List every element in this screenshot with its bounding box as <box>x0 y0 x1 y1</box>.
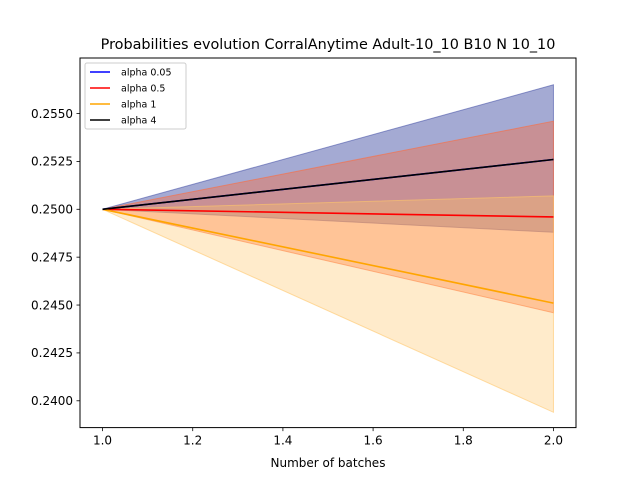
legend-box <box>84 62 187 130</box>
legend-item-alpha-1: alpha 1 <box>90 100 156 111</box>
x-tick-label: 1.6 <box>364 434 383 448</box>
legend-label: alpha 4 <box>121 116 156 127</box>
y-tick-label: 0.2450 <box>31 298 73 312</box>
line-alpha-1 <box>102 208 554 304</box>
legend: alpha 0.05 alpha 0.5 alpha 1 alpha 4 <box>84 62 187 130</box>
x-tick-label: 1.0 <box>93 434 112 448</box>
x-tick-label: 2.0 <box>544 434 563 448</box>
chart-title: Probabilities evolution CorralAnytime Ad… <box>101 37 556 53</box>
y-tick-label: 0.2400 <box>31 394 73 408</box>
legend-item-alpha-0-5: alpha 0.5 <box>90 84 165 95</box>
y-tick-label: 0.2475 <box>31 250 73 264</box>
line-alpha-0-5 <box>102 208 554 218</box>
y-tick-label: 0.2500 <box>31 203 73 217</box>
confidence-bands <box>102 84 554 414</box>
x-tick-label: 1.8 <box>454 434 473 448</box>
y-tick-label: 0.2525 <box>31 155 73 169</box>
x-axis-ticks: 1.0 1.2 1.4 1.6 1.8 2.0 <box>93 427 563 448</box>
y-axis-ticks: 0.2400 0.2425 0.2450 0.2475 0.2500 0.2525 0.25… <box>31 107 80 408</box>
plot-frame <box>79 57 577 429</box>
legend-item-alpha-0-05: alpha 0.05 <box>90 68 172 79</box>
legend-label: alpha 0.5 <box>121 84 165 95</box>
line-alpha-4 <box>102 158 554 211</box>
legend-label: alpha 1 <box>121 100 156 111</box>
x-tick-label: 1.2 <box>183 434 202 448</box>
x-axis-label: Number of batches <box>271 456 386 470</box>
y-tick-label: 0.2425 <box>31 346 73 360</box>
band-alpha-1 <box>102 195 554 414</box>
series-lines <box>102 158 554 304</box>
legend-label: alpha 0.05 <box>121 68 172 79</box>
y-tick-label: 0.2550 <box>31 107 73 121</box>
legend-item-alpha-4: alpha 4 <box>90 116 156 127</box>
x-tick-label: 1.4 <box>273 434 292 448</box>
